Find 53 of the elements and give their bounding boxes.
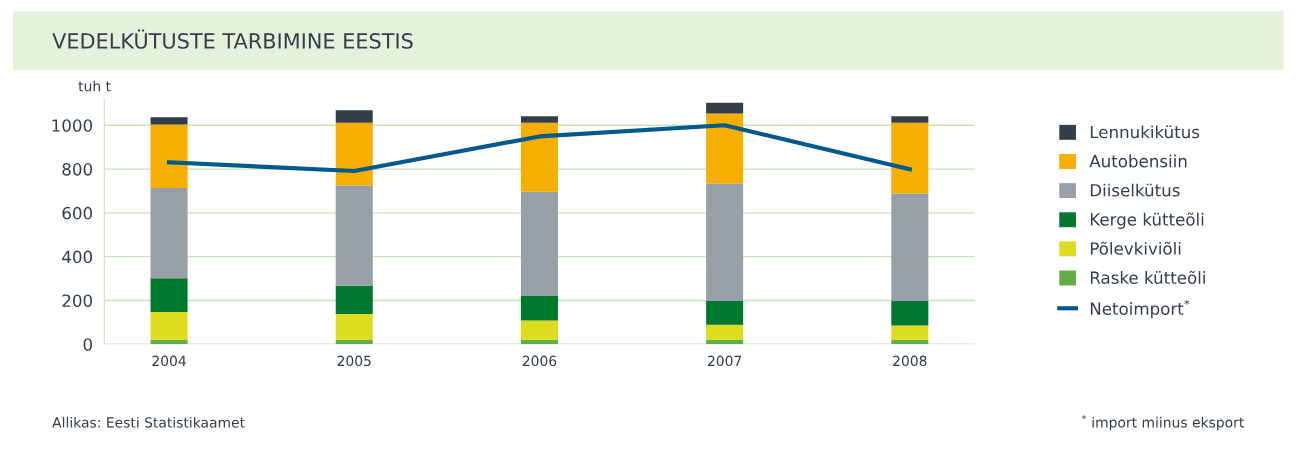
bar xyxy=(891,339,929,345)
x-tick-label: 2004 xyxy=(152,355,186,367)
legend-label: Lennukikütus xyxy=(1090,125,1200,139)
text: Allikas: Eesti Statistikaamet xyxy=(52,416,245,428)
bar xyxy=(150,278,188,313)
bar xyxy=(706,102,744,114)
bar xyxy=(891,325,929,340)
bar xyxy=(520,320,558,340)
y-axis-title: tuh t xyxy=(78,80,111,92)
x-tick-label: 2007 xyxy=(707,355,742,367)
bar xyxy=(150,117,188,125)
bar xyxy=(891,116,929,123)
bar xyxy=(891,122,929,194)
x-tick-label: 2006 xyxy=(522,355,557,367)
bar xyxy=(891,193,929,302)
legend-label: Põlevkiviõli xyxy=(1090,241,1181,255)
bar xyxy=(891,301,929,326)
y-tick-label: 200 xyxy=(62,294,93,308)
bar xyxy=(706,339,744,345)
bar xyxy=(335,110,373,123)
bar xyxy=(335,339,373,345)
y-tick-label: 0 xyxy=(83,338,93,351)
bar xyxy=(335,314,373,340)
legend-label: Diiselkütus xyxy=(1090,183,1180,197)
bar xyxy=(335,185,373,286)
bar xyxy=(706,324,744,340)
bar xyxy=(150,312,188,340)
bar xyxy=(335,122,373,186)
legend-label: Autobensiin xyxy=(1089,154,1187,168)
legend-label: Kerge kütteõli xyxy=(1090,212,1204,229)
bar xyxy=(520,339,558,345)
y-tick-label: 1000 xyxy=(52,119,93,132)
bar xyxy=(520,122,558,192)
bar xyxy=(520,296,558,321)
bar xyxy=(150,339,188,345)
y-tick-label: 400 xyxy=(62,250,93,264)
text: $^{*}$ import miinus eksport xyxy=(1081,414,1244,431)
bar xyxy=(520,191,558,297)
bar xyxy=(150,124,188,188)
bar xyxy=(150,187,188,279)
legend-label: Raske kütteõli xyxy=(1090,270,1205,284)
bar xyxy=(335,285,373,315)
x-tick-label: 2005 xyxy=(337,355,371,367)
bar xyxy=(706,113,744,184)
bar xyxy=(706,183,744,302)
legend-label: Netoimport$^{*}$ xyxy=(1090,299,1190,319)
bar xyxy=(520,116,558,123)
line-series xyxy=(166,123,912,174)
bar xyxy=(706,301,744,325)
x-tick-label: 2008 xyxy=(893,355,927,367)
y-tick-label: 600 xyxy=(62,206,93,220)
y-tick-label: 800 xyxy=(62,163,93,176)
chart-title: VEDELKÜTUSTE TARBIMINE EESTIS xyxy=(52,29,413,49)
